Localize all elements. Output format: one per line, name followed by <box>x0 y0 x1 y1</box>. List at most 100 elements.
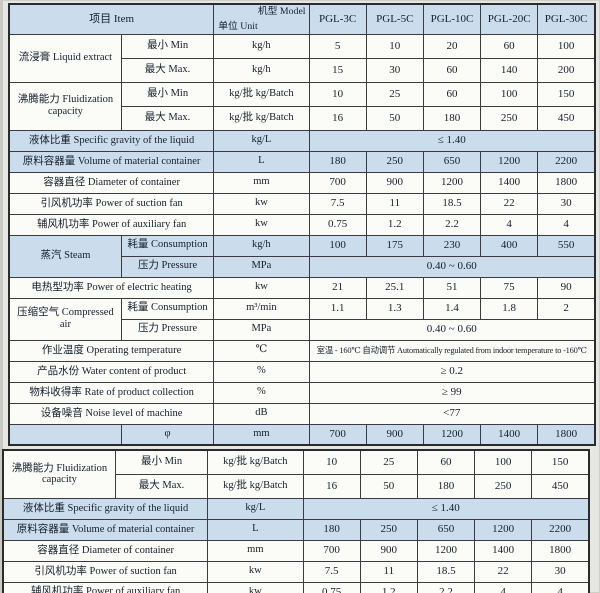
unit-cell: % <box>213 360 310 383</box>
value-cell: 20 <box>422 33 482 59</box>
row-group-label: 蒸汽 Steam <box>8 234 122 278</box>
spec-table-bottom-body: 沸腾能力 Fluidization capacity 最小 Min kg/批 kg/… <box>2 449 590 593</box>
value-cell: 1.1 <box>308 297 367 320</box>
spec-row: 物料收得率 Rate of product collection% ≥ 99 <box>8 381 596 404</box>
value-cell: 22 <box>474 560 533 583</box>
value-cell: 250 <box>474 473 533 499</box>
value-cell-span: 室温 - 160℃ 自动调节 Automatically regulated f… <box>308 339 596 362</box>
unit-cell: kg/h <box>213 57 310 83</box>
value-cell: 75 <box>480 276 539 299</box>
unit-cell: kg/L <box>213 129 310 152</box>
spec-row: 最大 Max. kg/h 15 30 60 140 200 <box>9 57 596 83</box>
value-cell: 16 <box>308 105 367 131</box>
unit-cell: kg/批 kg/Batch <box>213 105 310 131</box>
spec-row: φ mm 700 900 1200 1400 1800 <box>8 423 596 446</box>
row-label: 设备噪音 Noise level of machine <box>8 402 215 425</box>
value-cell: 25.1 <box>365 276 424 299</box>
value-cell: 450 <box>531 473 590 499</box>
value-cell: 7.5 <box>308 192 367 215</box>
value-cell: 30 <box>537 192 596 215</box>
value-cell: 250 <box>359 518 418 541</box>
unit-cell: mm <box>213 171 310 194</box>
row-label: 作业温度 Operating temperature <box>8 339 215 362</box>
value-cell: 1800 <box>537 171 596 194</box>
value-cell: 5 <box>308 33 367 59</box>
row-sub-label: 最大 Max. <box>120 105 215 131</box>
value-cell: 150 <box>531 449 590 475</box>
value-cell: 7.5 <box>302 560 361 583</box>
value-cell: 1.2 <box>359 581 418 593</box>
value-cell: 16 <box>302 473 361 499</box>
row-label: 容器直径 Diameter of container <box>2 539 209 562</box>
row-sub-label: 最小 Min <box>120 33 215 59</box>
spec-row: 液体比重 Specific gravity of the liquid kg/L ≤… <box>8 129 596 152</box>
model-column-header: PGL-3C <box>308 3 367 35</box>
row-label: 物料收得率 Rate of product collection <box>8 381 215 404</box>
value-cell: 0.75 <box>308 213 367 236</box>
value-cell-span: ≤ 1.40 <box>302 497 590 520</box>
value-cell: 4 <box>480 213 539 236</box>
row-label: 产品水份 Water content of product <box>8 360 215 383</box>
value-cell: 1200 <box>422 171 482 194</box>
value-cell: 21 <box>308 276 367 299</box>
value-cell: 0.75 <box>302 581 361 593</box>
unit-cell: mm <box>207 539 304 562</box>
row-sub-label: 压力 Pressure <box>120 318 215 341</box>
spec-table-top-body: 流浸膏 Liquid extract 最小 Min kg/h 5 10 20 60 100 最大… <box>8 33 596 446</box>
row-sub-label: 最小 Min <box>120 81 215 107</box>
value-cell: 15 <box>308 57 367 83</box>
unit-cell: kg/批 kg/Batch <box>213 81 310 107</box>
row-label: 容器直径 Diameter of container <box>8 171 215 194</box>
spec-row: 容器直径 Diameter of container mm 700 900 1200 14… <box>8 171 596 194</box>
row-group-label: 流浸膏 Liquid extract <box>8 33 122 83</box>
unit-cell: m³/min <box>213 297 310 320</box>
spec-row: 容器直径 Diameter of container mm 700 900 1200 14… <box>2 539 590 562</box>
value-cell: 1200 <box>480 150 539 173</box>
value-cell: 1200 <box>422 423 482 446</box>
value-cell: 10 <box>302 449 361 475</box>
unit-cell: mm <box>213 423 310 446</box>
value-cell: 400 <box>480 234 539 257</box>
spec-row: 压力 Pressure MPa 0.40 ~ 0.60 <box>9 318 596 341</box>
value-cell: 25 <box>365 81 424 107</box>
unit-cell: kg/L <box>207 497 304 520</box>
unit-cell: kw <box>213 276 310 299</box>
value-cell: 2200 <box>537 150 596 173</box>
value-cell-span: <77 <box>308 402 596 425</box>
value-cell: 180 <box>302 518 361 541</box>
row-label: 引风机功率 Power of suction fan <box>2 560 209 583</box>
spec-row: 引风机功率 Power of suction fan kw 7.5 11 18.5 22 3… <box>2 560 590 583</box>
spec-row: 作业温度 Operating temperature ℃ 室温 - 160℃ 自动调… <box>8 339 596 362</box>
unit-cell: MPa <box>213 318 310 341</box>
row-sub-label: 最大 Max. <box>120 57 215 83</box>
spec-row: 沸腾能力 Fluidization capacity 最小 Min kg/批 kg/… <box>8 81 596 131</box>
unit-cell: kw <box>207 560 304 583</box>
value-cell: 200 <box>537 57 596 83</box>
spec-row: 沸腾能力 Fluidization capacity 最小 Min kg/批 kg/… <box>2 449 590 499</box>
row-sub-label: φ <box>120 423 215 446</box>
unit-cell: % <box>213 381 310 404</box>
model-column-header: PGL-30C <box>537 3 596 35</box>
unit-header-label: 单位 Unit <box>218 21 258 33</box>
value-cell: 30 <box>531 560 590 583</box>
value-cell: 180 <box>308 150 367 173</box>
value-cell: 700 <box>308 423 367 446</box>
value-cell-span: ≥ 99 <box>308 381 596 404</box>
spec-row: 压缩空气 Compressed air 耗量 Consumption m³/min 1… <box>8 297 596 341</box>
value-cell: 60 <box>422 81 482 107</box>
value-cell: 1.4 <box>422 297 482 320</box>
value-cell: 4 <box>531 581 590 593</box>
value-cell: 2200 <box>531 518 590 541</box>
spec-row: 原料容器量 Volume of material container L 180 25… <box>2 518 590 541</box>
value-cell: 1400 <box>480 171 539 194</box>
unit-cell: kg/批 kg/Batch <box>207 473 304 499</box>
row-group-label: 沸腾能力 Fluidization capacity <box>8 81 122 131</box>
row-sub-label: 耗量 Consumption <box>120 234 215 257</box>
row-label: 辅风机功率 Power of auxiliary fan <box>2 581 209 593</box>
value-cell: 60 <box>416 449 476 475</box>
row-group-label: 压缩空气 Compressed air <box>8 297 122 341</box>
value-cell: 25 <box>359 449 418 475</box>
value-cell-span: ≥ 0.2 <box>308 360 596 383</box>
value-cell: 10 <box>365 33 424 59</box>
